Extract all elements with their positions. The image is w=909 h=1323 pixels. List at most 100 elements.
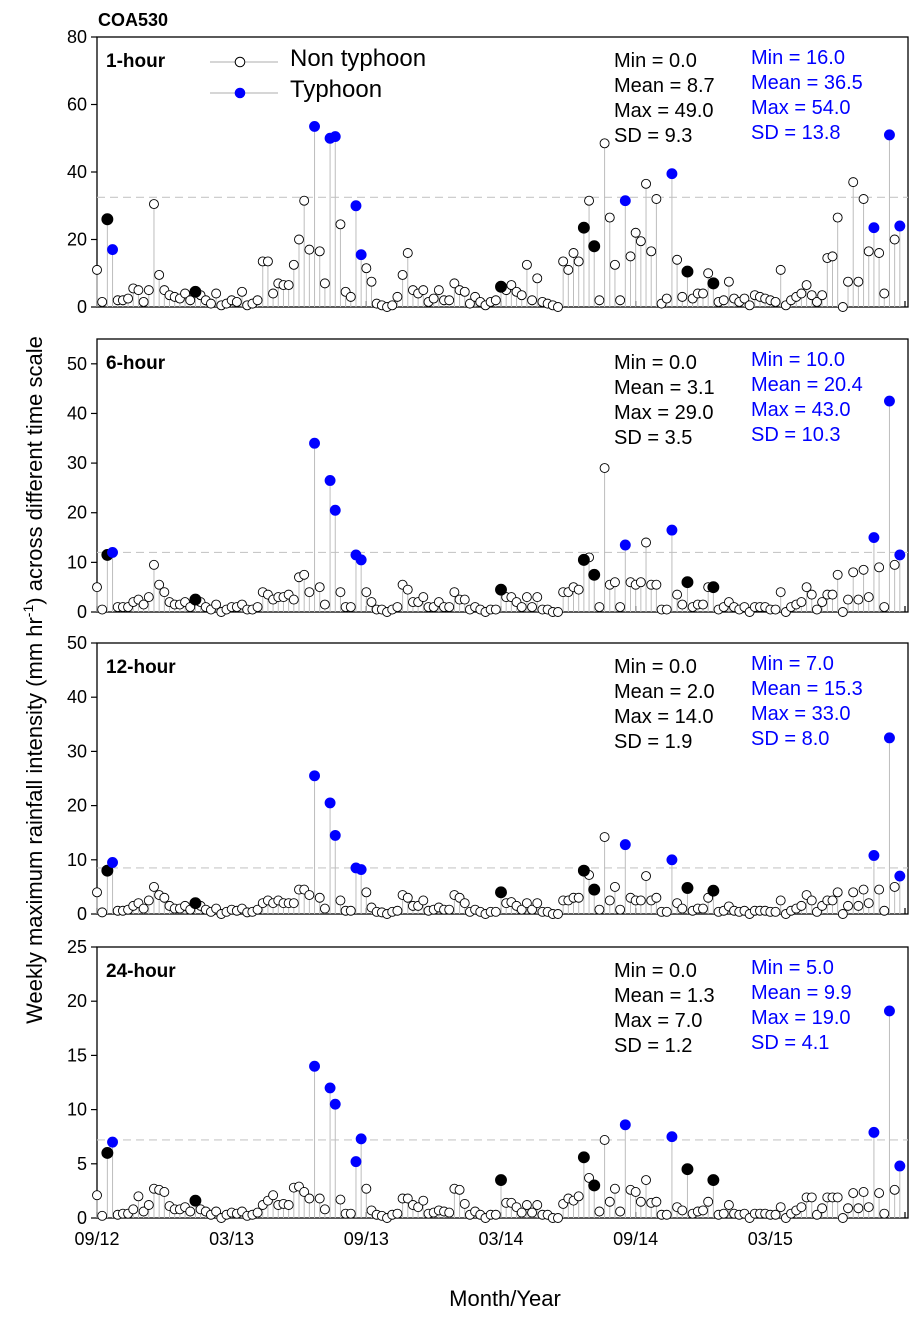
typhoon-point: [355, 554, 367, 566]
typhoon-point: [324, 797, 336, 809]
non-typhoon-point: [584, 195, 595, 206]
non-typhoon-point: [123, 293, 134, 304]
non-typhoon-point: [459, 898, 470, 909]
non-typhoon-point: [630, 1187, 641, 1197]
non-typhoon-point: [397, 269, 408, 280]
stat-typhoon: Max = 33.0: [751, 703, 851, 725]
non-typhoon-point: [661, 293, 672, 304]
non-typhoon-point: [143, 1200, 154, 1210]
non-typhoon-point: [288, 898, 299, 909]
non-typhoon-point: [521, 1200, 532, 1210]
stat-non-typhoon: Mean = 8.7: [614, 75, 715, 97]
non-typhoon-point: [392, 905, 403, 916]
non-typhoon-point: [231, 296, 242, 307]
typhoon-point: [309, 120, 320, 132]
non-typhoon-point: [185, 295, 196, 306]
highlight-point: [588, 1179, 601, 1192]
non-typhoon-point: [889, 881, 900, 892]
highlight-point: [101, 213, 114, 226]
non-typhoon-point: [553, 302, 563, 312]
non-typhoon-point: [299, 569, 310, 580]
non-typhoon-point: [594, 1206, 605, 1217]
non-typhoon-point: [853, 900, 864, 911]
non-typhoon-point: [843, 276, 853, 287]
stat-non-typhoon: Max = 7.0: [614, 1010, 702, 1032]
non-typhoon-point: [92, 887, 102, 898]
non-typhoon-point: [211, 288, 222, 299]
highlight-point: [189, 1194, 202, 1207]
non-typhoon-point: [149, 881, 159, 892]
y-tick-label: 10: [67, 850, 87, 870]
non-typhoon-point: [252, 1207, 263, 1218]
typhoon-point: [666, 854, 678, 866]
non-typhoon-point: [532, 592, 543, 603]
non-typhoon-point: [268, 1190, 279, 1201]
non-typhoon-point: [770, 296, 781, 307]
typhoon-point: [894, 220, 906, 232]
panel-12-hour: 0 10 20 30 40 50 12-hour Min = 0.0 Mean = 2.0 Max…: [67, 633, 909, 924]
y-tick-label: 20: [67, 230, 87, 250]
non-typhoon-point: [718, 1208, 729, 1219]
non-typhoon-point: [392, 1208, 403, 1219]
highlight-point: [681, 882, 694, 894]
non-typhoon-point: [661, 604, 672, 615]
y-axis-title: Weekly maximum rainfall intensity (mm hr…: [20, 336, 47, 1024]
stat-non-typhoon: Mean = 2.0: [614, 681, 715, 703]
typhoon-point: [350, 1156, 362, 1168]
non-typhoon-point: [449, 278, 460, 289]
non-typhoon-point: [641, 178, 651, 189]
non-typhoon-point: [361, 587, 372, 598]
stat-non-typhoon: Max = 29.0: [614, 402, 714, 424]
y-tick-label: 40: [67, 403, 87, 423]
stat-typhoon: SD = 8.0: [751, 728, 829, 750]
stat-typhoon: SD = 10.3: [751, 424, 841, 446]
stat-typhoon: SD = 13.8: [751, 122, 841, 144]
non-typhoon-point: [428, 293, 439, 304]
stat-typhoon: Min = 16.0: [751, 47, 845, 69]
non-typhoon-point: [154, 579, 165, 590]
non-typhoon-point: [615, 904, 626, 915]
typhoon-point: [619, 539, 631, 551]
non-typhoon-point: [180, 288, 191, 299]
non-typhoon-point: [262, 256, 273, 267]
y-tick-label: 80: [67, 27, 87, 47]
stat-typhoon: Max = 19.0: [751, 1007, 851, 1029]
non-typhoon-point: [413, 1202, 424, 1213]
non-typhoon-point: [604, 212, 615, 223]
y-tick-label: 20: [67, 796, 87, 816]
non-typhoon-point: [806, 589, 817, 600]
non-typhoon-point: [858, 564, 869, 575]
non-typhoon-point: [138, 1206, 149, 1217]
non-typhoon-point: [651, 892, 662, 903]
non-typhoon-point: [387, 300, 398, 311]
stat-typhoon: Max = 54.0: [751, 97, 851, 119]
typhoon-point: [894, 549, 906, 561]
non-typhoon-point: [304, 244, 315, 255]
non-typhoon-point: [402, 584, 413, 595]
non-typhoon-point: [345, 602, 356, 612]
non-typhoon-point: [97, 907, 108, 918]
non-typhoon-point: [553, 909, 563, 919]
non-typhoon-point: [361, 1183, 372, 1194]
highlight-point: [681, 1163, 694, 1176]
y-tick-label: 20: [67, 503, 87, 523]
non-typhoon-point: [641, 1175, 651, 1186]
highlight-point: [707, 581, 720, 594]
typhoon-point: [329, 504, 341, 516]
non-typhoon-point: [527, 1207, 538, 1218]
non-typhoon-point: [573, 1191, 584, 1202]
non-typhoon-point: [159, 587, 170, 598]
panels: 0 20 40 60 80 1-hour Min = 0.0 Mean = 8.7 Max = …: [67, 27, 909, 1228]
non-typhoon-point: [837, 1213, 848, 1223]
non-typhoon-point: [635, 236, 646, 247]
non-typhoon-point: [796, 597, 807, 608]
non-typhoon-point: [832, 1192, 843, 1203]
typhoon-point: [107, 857, 118, 868]
y-tick-label: 25: [67, 937, 87, 957]
non-typhoon-point: [459, 1198, 470, 1209]
highlight-point: [189, 593, 202, 606]
non-typhoon-point: [594, 904, 605, 915]
non-typhoon-point: [459, 594, 470, 605]
typhoon-point: [894, 1160, 906, 1172]
non-typhoon-point: [879, 288, 890, 299]
